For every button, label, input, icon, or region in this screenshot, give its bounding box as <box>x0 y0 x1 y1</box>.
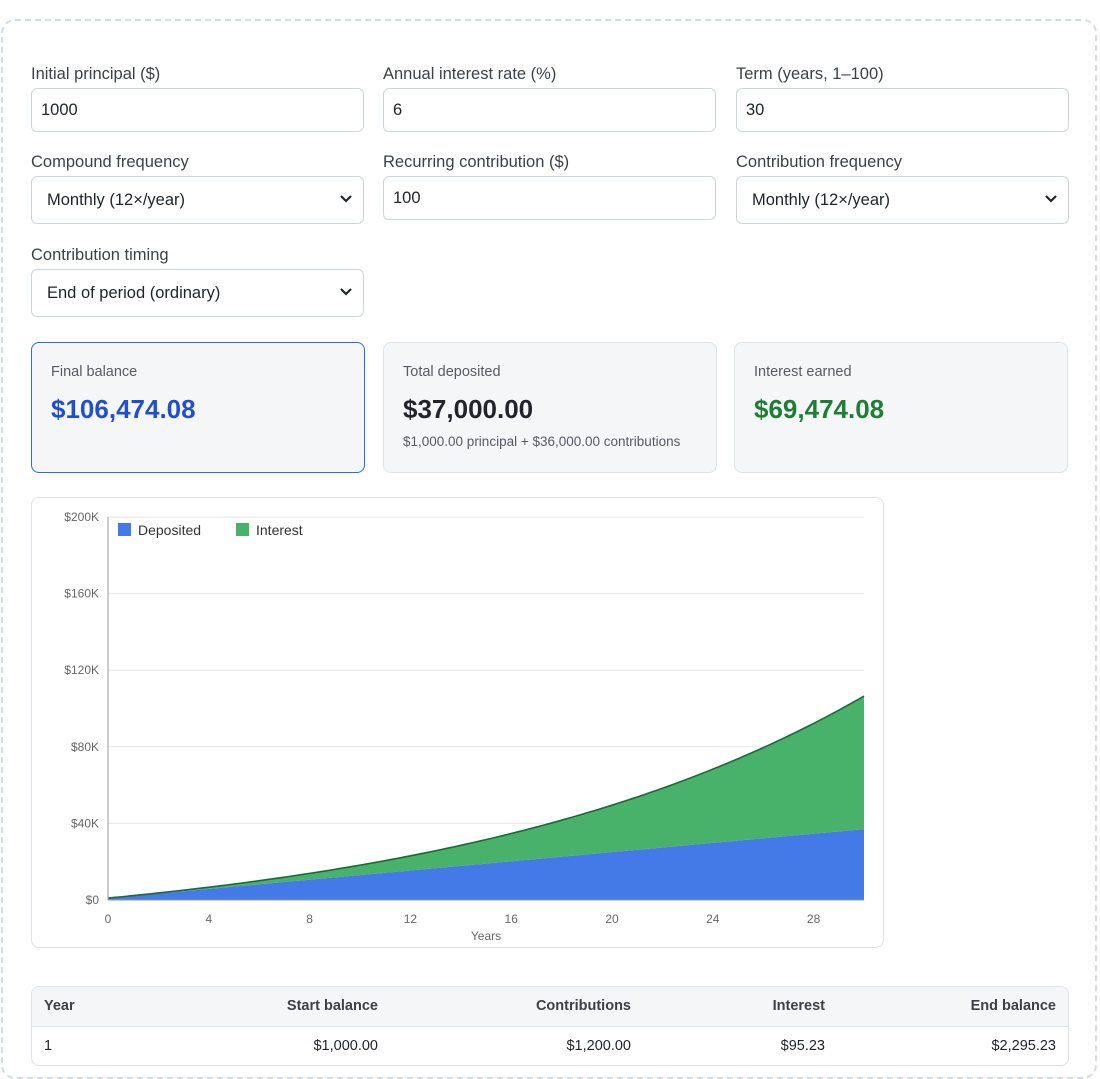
x-axis-label: Years <box>471 929 501 943</box>
rate-value: 6 <box>393 100 403 119</box>
final-balance-label: Final balance <box>51 364 138 380</box>
rate-field-group: Annual interest rate (%) 6 <box>383 64 716 132</box>
final-balance-value: $106,474.08 <box>51 394 196 424</box>
x-tick-label: 12 <box>404 912 418 926</box>
contribution-label: Recurring contribution ($) <box>383 153 570 171</box>
principal-input[interactable]: 1000 <box>31 88 364 132</box>
final-balance-card: Final balance $106,474.08 <box>31 342 365 473</box>
principal-value: 1000 <box>41 100 78 119</box>
contrib-freq-value: Monthly (12×/year) <box>752 190 891 209</box>
header-start-balance: Start balance <box>286 998 378 1014</box>
interest-earned-card: Interest earned $69,474.08 <box>734 342 1068 473</box>
timing-value: End of period (ordinary) <box>47 283 221 302</box>
cell-year: 1 <box>44 1038 53 1054</box>
contribution-frequency-select[interactable]: Monthly (12×/year) <box>736 176 1069 224</box>
rate-input[interactable]: 6 <box>383 88 716 132</box>
timing-field-group: Contribution timing End of period (ordin… <box>31 245 364 317</box>
legend-swatch-deposited <box>118 523 131 536</box>
total-balance-line <box>107 695 865 899</box>
x-tick-label: 20 <box>605 912 619 926</box>
rate-label: Annual interest rate (%) <box>383 65 557 83</box>
y-tick-label: $80K <box>71 740 99 754</box>
interest-area <box>108 696 864 899</box>
chevron-down-icon <box>340 288 352 296</box>
x-tick-label: 8 <box>306 912 313 926</box>
y-tick-label: $160K <box>64 587 99 601</box>
cell-start-balance: $1,000.00 <box>313 1038 378 1054</box>
x-tick-label: 4 <box>205 912 212 926</box>
header-interest: Interest <box>772 998 825 1014</box>
x-tick-label: 16 <box>505 912 519 926</box>
table-header: Year Start balance Contributions Interes… <box>32 987 1068 1027</box>
chevron-down-icon <box>340 195 352 203</box>
timing-label: Contribution timing <box>31 246 169 264</box>
contrib-freq-field-group: Contribution frequency Monthly (12×/year… <box>736 152 1069 224</box>
total-deposited-label: Total deposited <box>403 364 501 380</box>
term-label: Term (years, 1–100) <box>736 65 884 83</box>
term-field-group: Term (years, 1–100) 30 <box>736 64 1069 132</box>
contrib-freq-label: Contribution frequency <box>736 153 903 171</box>
y-tick-label: $200K <box>64 510 99 524</box>
compound-value: Monthly (12×/year) <box>47 190 186 209</box>
y-tick-label: $40K <box>71 816 99 830</box>
principal-label: Initial principal ($) <box>31 65 161 83</box>
contribution-timing-select[interactable]: End of period (ordinary) <box>31 269 364 317</box>
interest-earned-value: $69,474.08 <box>754 394 885 424</box>
y-tick-label: $120K <box>64 663 99 677</box>
compound-label: Compound frequency <box>31 153 189 171</box>
x-tick-label: 0 <box>105 912 112 926</box>
cell-end-balance: $2,295.23 <box>991 1038 1056 1054</box>
total-deposited-card: Total deposited $37,000.00 $1,000.00 pri… <box>383 342 717 473</box>
deposited-area <box>108 829 864 900</box>
compound-field-group: Compound frequency Monthly (12×/year) <box>31 152 364 224</box>
term-value: 30 <box>746 100 765 119</box>
chevron-down-icon <box>1045 195 1057 203</box>
contribution-input[interactable]: 100 <box>383 176 716 220</box>
x-tick-label: 24 <box>706 912 720 926</box>
growth-chart: $0 $40K $80K $120K $160K $200K 0 4 8 12 16 20 24 28 Ye… <box>64 510 865 943</box>
principal-field-group: Initial principal ($) 1000 <box>31 64 364 132</box>
header-end-balance: End balance <box>970 998 1056 1014</box>
yearly-breakdown-table: Year Start balance Contributions Interes… <box>31 986 1069 1066</box>
legend-label-interest: Interest <box>256 522 303 538</box>
cell-contributions: $1,200.00 <box>566 1038 631 1054</box>
header-year: Year <box>44 998 75 1014</box>
compound-frequency-select[interactable]: Monthly (12×/year) <box>31 176 364 224</box>
legend-label-deposited: Deposited <box>138 522 201 538</box>
cell-interest: $95.23 <box>780 1038 825 1054</box>
total-deposited-value: $37,000.00 <box>403 394 534 424</box>
interest-earned-label: Interest earned <box>754 364 852 380</box>
growth-chart-container: $0 $40K $80K $120K $160K $200K 0 4 8 12 16 20 24 28 Ye… <box>31 497 884 948</box>
legend-swatch-interest <box>236 523 249 536</box>
contribution-field-group: Recurring contribution ($) 100 <box>383 152 716 220</box>
term-input[interactable]: 30 <box>736 88 1069 132</box>
total-deposited-breakdown: $1,000.00 principal + $36,000.00 contrib… <box>403 434 681 449</box>
x-tick-label: 28 <box>807 912 821 926</box>
table-row: 1 $1,000.00 $1,200.00 $95.23 $2,295.23 <box>32 1027 1068 1065</box>
header-contributions: Contributions <box>535 998 631 1014</box>
y-tick-label: $0 <box>86 893 100 907</box>
contribution-value: 100 <box>393 188 421 207</box>
